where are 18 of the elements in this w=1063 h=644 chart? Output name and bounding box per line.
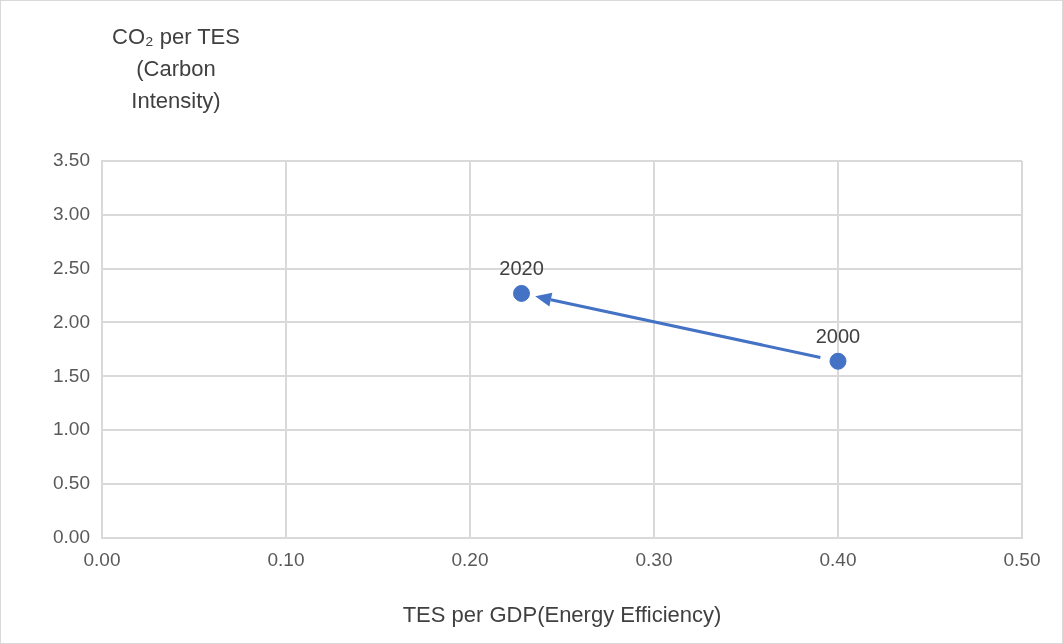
y-tick-label: 1.00 — [53, 418, 90, 440]
y-tick-label: 3.00 — [53, 203, 90, 225]
y-tick-label: 1.50 — [53, 364, 90, 386]
y-axis-title: CO₂ per TES (Carbon Intensity) — [111, 23, 241, 115]
x-tick-label: 0.00 — [83, 549, 121, 571]
annotation: 2020 — [499, 256, 544, 279]
x-axis-title: TES per GDP(Energy Efficiency) — [402, 601, 722, 627]
y-tick-label: 2.00 — [53, 310, 90, 332]
x-tick-label: 0.30 — [635, 549, 673, 571]
y-tick-label: 0.50 — [53, 472, 90, 494]
x-tick-label: 0.20 — [451, 549, 489, 571]
y-tick-label: 0.00 — [53, 526, 90, 548]
annotation: 2000 — [815, 324, 861, 347]
y-tick-label: 3.50 — [53, 149, 90, 171]
x-tick-label: 0.50 — [1003, 549, 1041, 571]
x-tick-label: 0.40 — [819, 549, 857, 571]
y-tick-label: 2.50 — [53, 256, 90, 278]
x-tick-label: 0.10 — [267, 549, 305, 571]
